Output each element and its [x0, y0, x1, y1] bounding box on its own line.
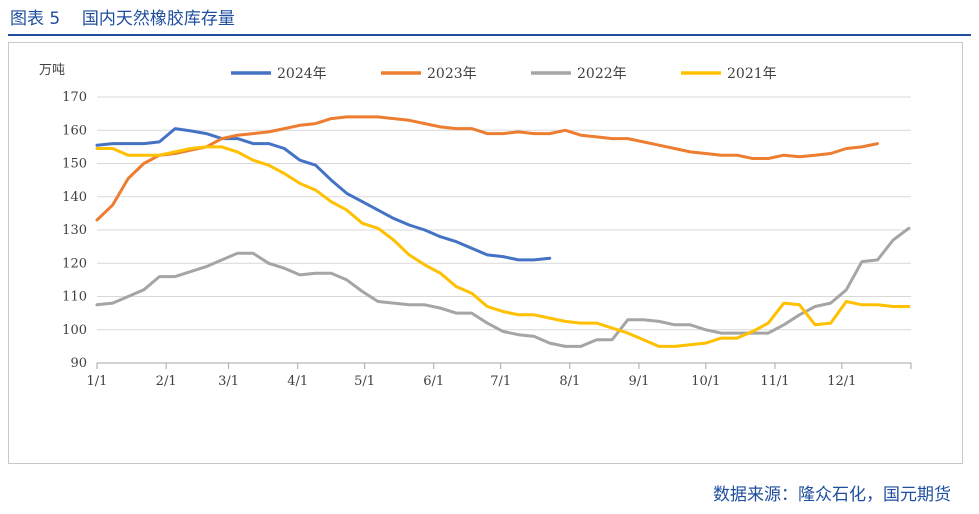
- x-tick-label: 12/1: [827, 374, 856, 389]
- x-tick-label: 2/1: [156, 374, 177, 389]
- figure-title-text: 国内天然橡胶库存量: [81, 9, 235, 29]
- x-tick-label: 5/1: [354, 374, 375, 389]
- y-tick-label: 130: [62, 223, 87, 238]
- legend-label: 2022年: [577, 66, 627, 82]
- series-line-2022年: [95, 226, 911, 348]
- x-tick-label: 7/1: [490, 374, 511, 389]
- figure-title: 图表 5 国内天然橡胶库存量: [10, 6, 235, 32]
- y-tick-label: 150: [62, 157, 87, 172]
- legend-label: 2024年: [277, 66, 327, 82]
- series-line-2024年: [95, 127, 552, 262]
- legend-label: 2021年: [727, 66, 777, 82]
- series-lines: [95, 115, 911, 348]
- figure-label: 图表 5: [10, 9, 61, 29]
- chart-frame: 90 100 110 120 130 140 150 160 170 1/1 2/1 3/1 4/1 5/…: [8, 42, 963, 464]
- gridlines: [97, 96, 911, 331]
- series-line-2021年: [95, 145, 911, 348]
- x-tick-label: 11/1: [760, 374, 789, 389]
- y-tick-label: 120: [62, 256, 87, 271]
- axes: 90 100 110 120 130 140 150 160 170 1/1 2/1 3/1 4/1 5/…: [62, 90, 912, 389]
- x-tick-label: 6/1: [423, 374, 444, 389]
- x-tick-label: 4/1: [287, 374, 308, 389]
- legend-label: 2023年: [427, 66, 477, 82]
- source-note: 数据来源：隆众石化，国元期货: [713, 485, 951, 505]
- y-tick-label: 90: [70, 356, 87, 371]
- series-line-2023年: [95, 115, 879, 222]
- y-tick-label: 160: [62, 123, 87, 138]
- x-tick-label: 1/1: [87, 374, 108, 389]
- y-tick-label: 140: [62, 190, 87, 205]
- x-tick-label: 10/1: [691, 374, 720, 389]
- y-tick-label: 110: [62, 290, 87, 305]
- y-tick-label: 170: [62, 90, 87, 105]
- y-axis-label: 万吨: [39, 63, 65, 78]
- x-tick-label: 9/1: [628, 374, 649, 389]
- line-chart: 90 100 110 120 130 140 150 160 170 1/1 2/1 3/1 4/1 5/…: [39, 63, 912, 389]
- title-rule: [8, 34, 971, 36]
- x-tick-label: 8/1: [559, 374, 580, 389]
- legend: 2024年 2023年 2022年 2021年: [231, 66, 777, 82]
- y-tick-label: 100: [62, 323, 87, 338]
- x-tick-label: 3/1: [218, 374, 239, 389]
